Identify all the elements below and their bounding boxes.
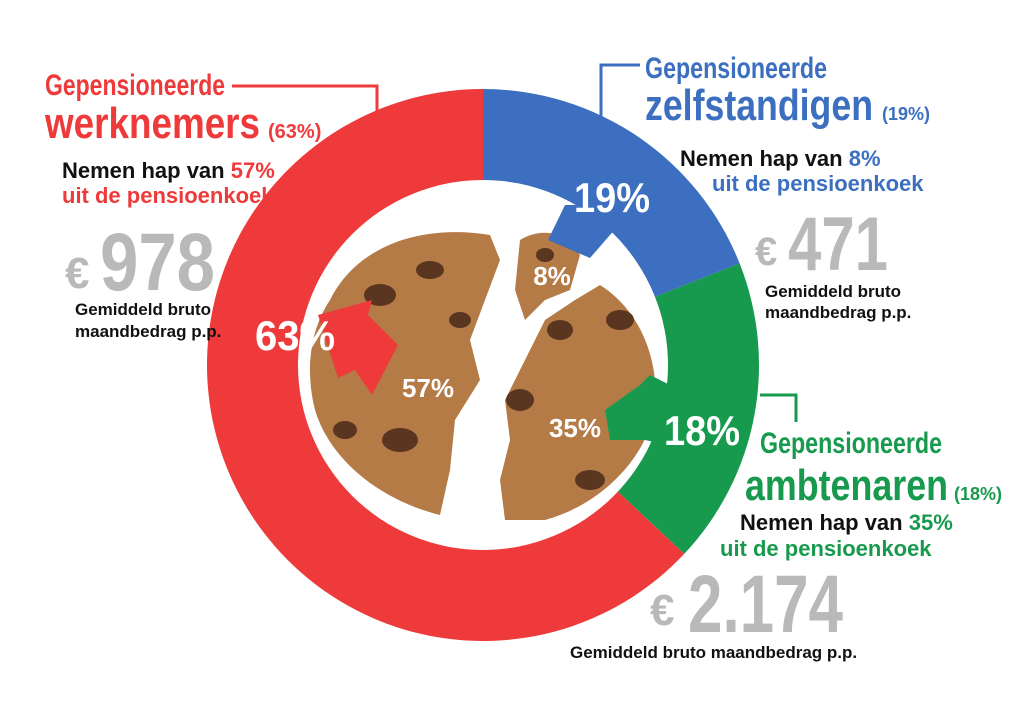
slice-label: 63% xyxy=(255,312,335,359)
leader-line xyxy=(599,63,640,120)
leader-line xyxy=(232,84,379,112)
amount-note: Gemiddeld bruto maandbedrag p.p. xyxy=(570,643,857,662)
bite-label: 35% xyxy=(549,413,601,443)
bite-line: Nemen hap van 8% xyxy=(680,146,881,171)
arrow xyxy=(548,170,650,258)
arrow xyxy=(318,300,398,395)
bite-line: Nemen hap van 57% xyxy=(62,158,275,183)
share-label: (19%) xyxy=(882,104,930,124)
bite-value: 57% xyxy=(231,158,275,183)
cookie xyxy=(310,232,656,520)
share-label: (18%) xyxy=(954,484,1002,504)
category: zelfstandigen xyxy=(645,81,873,130)
bite-label: 8% xyxy=(533,261,571,291)
bite-text: Nemen hap van xyxy=(680,146,843,171)
bite-value: 35% xyxy=(909,510,953,535)
category: werknemers xyxy=(44,99,260,148)
slice xyxy=(206,89,685,641)
heading: Gepensioneerde xyxy=(45,69,225,102)
heading: Gepensioneerde xyxy=(645,52,827,85)
amount: 2.174 xyxy=(688,559,843,650)
bite-value: 8% xyxy=(849,146,881,171)
amount: 471 xyxy=(788,202,888,287)
slice-label: 19% xyxy=(574,174,650,221)
amount-note: maandbedrag p.p. xyxy=(75,322,221,341)
bite-label: 57% xyxy=(402,373,454,403)
bite-suffix: uit de pensioenkoek xyxy=(720,536,932,561)
arrow xyxy=(605,375,700,450)
amount: 978 xyxy=(100,217,215,308)
bite-suffix: uit de pensioenkoek xyxy=(62,183,274,208)
heading: Gepensioneerde xyxy=(760,427,942,460)
bite-text: Nemen hap van xyxy=(62,158,225,183)
currency: € xyxy=(65,249,89,298)
amount-note: Gemiddeld bruto xyxy=(765,282,901,301)
bite-text: Nemen hap van xyxy=(740,510,903,535)
share-label: (63%) xyxy=(268,121,321,143)
leader-line xyxy=(760,393,798,422)
slice-label: 18% xyxy=(664,407,740,454)
currency: € xyxy=(650,586,674,635)
category: ambtenaren xyxy=(745,461,948,510)
amount-note: maandbedrag p.p. xyxy=(765,303,911,322)
bite-suffix: uit de pensioenkoek xyxy=(712,171,924,196)
bite-line: Nemen hap van 35% xyxy=(740,510,953,535)
currency: € xyxy=(755,230,777,274)
amount-note: Gemiddeld bruto xyxy=(75,300,211,319)
